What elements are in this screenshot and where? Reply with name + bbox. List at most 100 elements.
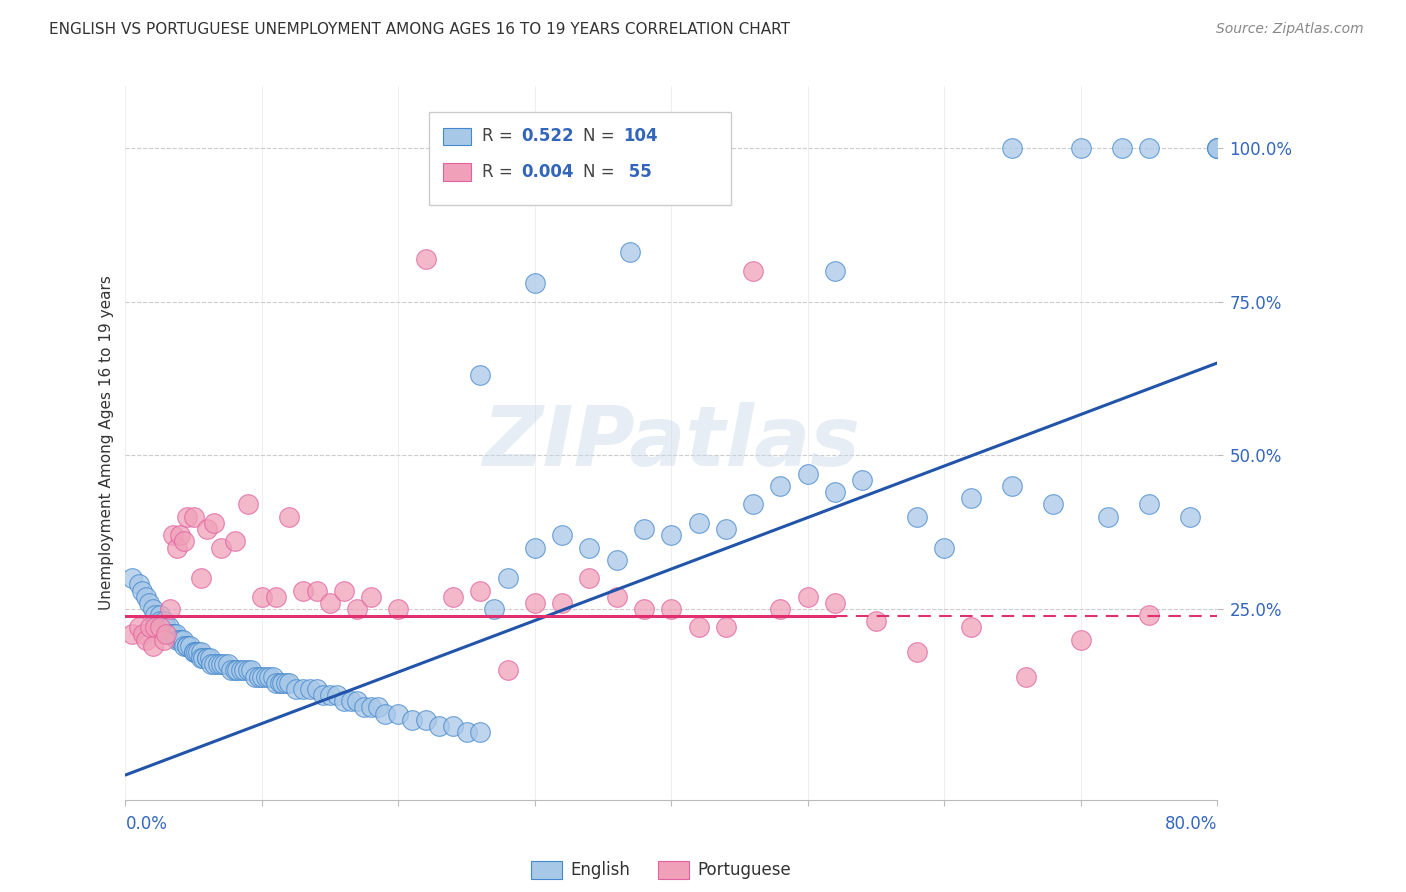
Point <box>190 645 212 659</box>
Point <box>714 620 737 634</box>
Point <box>1015 670 1038 684</box>
Point <box>353 700 375 714</box>
Point <box>264 675 287 690</box>
Point <box>824 264 846 278</box>
Point <box>190 571 212 585</box>
Text: 0.522: 0.522 <box>522 128 574 145</box>
Point <box>326 688 349 702</box>
Point <box>162 528 184 542</box>
Point <box>250 670 273 684</box>
Point <box>145 620 167 634</box>
Point <box>551 596 574 610</box>
Point <box>278 675 301 690</box>
Point <box>224 534 246 549</box>
Point <box>1137 498 1160 512</box>
Point <box>796 590 818 604</box>
Point <box>387 602 409 616</box>
Text: N =: N = <box>583 128 620 145</box>
Point <box>202 657 225 672</box>
Point <box>212 657 235 672</box>
Point <box>224 664 246 678</box>
Point <box>523 541 546 555</box>
Point <box>278 509 301 524</box>
Point <box>217 657 239 672</box>
Point <box>401 713 423 727</box>
Point <box>1042 498 1064 512</box>
Point <box>1206 141 1229 155</box>
Point <box>851 473 873 487</box>
Point <box>312 688 335 702</box>
Point <box>319 596 342 610</box>
Point <box>195 651 218 665</box>
Point <box>176 509 198 524</box>
Point <box>796 467 818 481</box>
Point <box>441 719 464 733</box>
Point <box>1070 632 1092 647</box>
Point <box>149 620 172 634</box>
Point <box>195 651 218 665</box>
Point <box>183 645 205 659</box>
Point <box>157 620 180 634</box>
Point <box>415 713 437 727</box>
Point <box>238 498 260 512</box>
Point <box>1111 141 1133 155</box>
Text: English: English <box>571 861 631 879</box>
Point <box>173 639 195 653</box>
Point <box>633 602 655 616</box>
Point <box>142 602 165 616</box>
Point <box>339 694 361 708</box>
Point <box>1070 141 1092 155</box>
Point <box>172 632 194 647</box>
Point <box>619 245 641 260</box>
Point <box>387 706 409 721</box>
Point <box>219 664 242 678</box>
Point <box>441 590 464 604</box>
Point <box>121 571 143 585</box>
Point <box>1001 479 1024 493</box>
Point <box>165 626 187 640</box>
Point <box>155 620 177 634</box>
Point <box>179 639 201 653</box>
Point <box>187 645 209 659</box>
Point <box>169 632 191 647</box>
Point <box>688 516 710 530</box>
Point <box>198 651 221 665</box>
Point <box>226 664 249 678</box>
Point <box>193 651 215 665</box>
Point <box>1137 608 1160 623</box>
Point <box>523 596 546 610</box>
Point <box>243 670 266 684</box>
Point <box>162 626 184 640</box>
Point <box>606 553 628 567</box>
Point <box>166 541 188 555</box>
Point <box>276 675 298 690</box>
Point <box>159 602 181 616</box>
Point <box>269 675 291 690</box>
Point <box>1206 141 1229 155</box>
Text: N =: N = <box>583 163 620 181</box>
Point <box>183 645 205 659</box>
Point <box>934 541 956 555</box>
Point <box>231 664 253 678</box>
Point <box>824 596 846 610</box>
Point <box>1097 509 1119 524</box>
Point <box>346 602 368 616</box>
Text: 80.0%: 80.0% <box>1164 815 1218 833</box>
Point <box>824 485 846 500</box>
Point <box>333 583 356 598</box>
Point <box>374 706 396 721</box>
Point <box>250 590 273 604</box>
Point <box>606 590 628 604</box>
Point <box>482 602 505 616</box>
Point <box>207 657 229 672</box>
Point <box>305 583 328 598</box>
Point <box>186 645 208 659</box>
Point <box>138 596 160 610</box>
Point <box>360 700 382 714</box>
Point <box>155 626 177 640</box>
Point <box>769 479 792 493</box>
Point <box>319 688 342 702</box>
Point <box>131 583 153 598</box>
Y-axis label: Unemployment Among Ages 16 to 19 years: Unemployment Among Ages 16 to 19 years <box>100 276 114 610</box>
Point <box>152 632 174 647</box>
